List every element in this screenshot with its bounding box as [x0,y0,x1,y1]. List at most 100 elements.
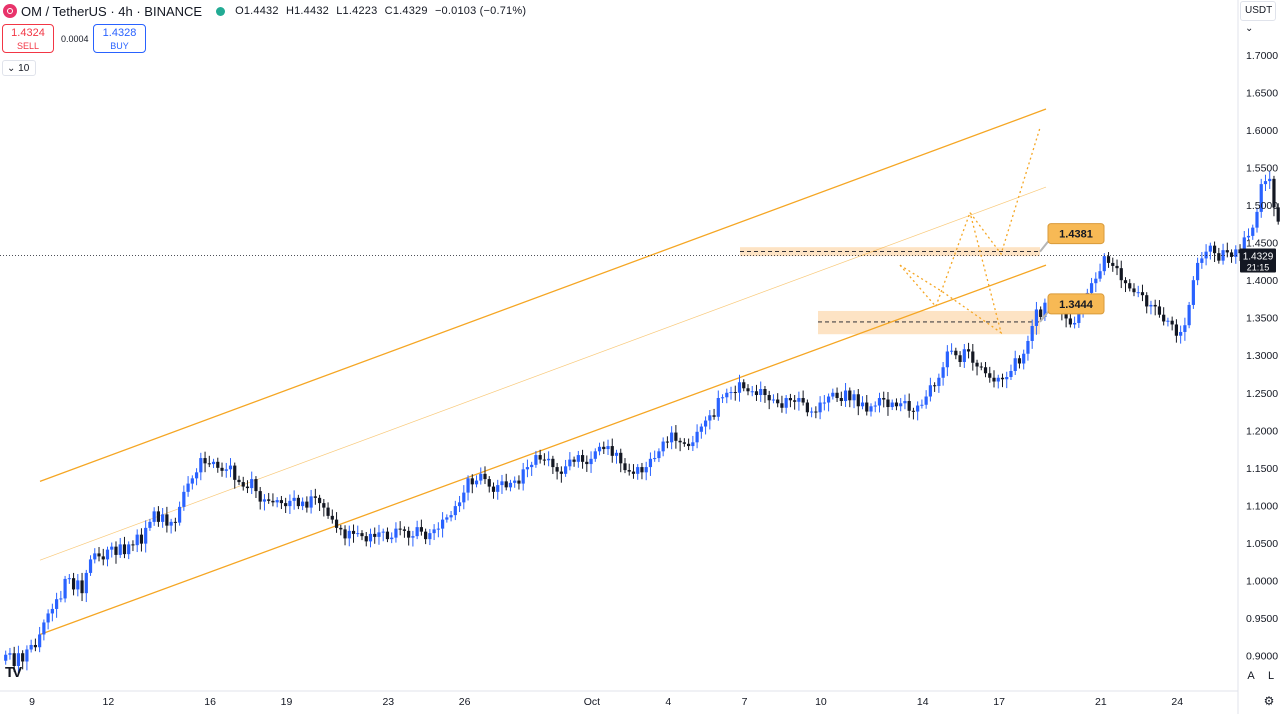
auto-scale-button[interactable]: A [1247,670,1255,682]
buy-button[interactable]: 1.4328 BUY [93,24,146,53]
candle-body [84,572,88,594]
candle-body [139,534,144,544]
candle-body [822,402,826,404]
log-scale-button[interactable]: L [1267,670,1275,682]
x-tick-label: 17 [993,696,1005,708]
candle-body [1064,312,1068,319]
candle-body [614,452,619,456]
lots-selector[interactable]: ⌄ 10 [2,60,36,76]
candle-body [169,521,173,526]
candle-body [1212,245,1217,254]
zone-label-text: 1.3444 [1059,299,1094,311]
candle-body [432,529,436,534]
x-tick-label: 16 [204,696,216,708]
candle-body [653,458,657,460]
candle-body [1068,318,1072,325]
candlestick-series [0,171,1280,673]
candle-body [262,499,267,502]
candle-body [101,556,105,560]
candle-body [1005,377,1009,380]
candle-body [771,399,776,401]
candle-body [975,362,979,367]
candle-body [1234,249,1238,257]
candle-body [284,503,288,507]
candle-body [224,469,228,471]
candle-body [114,546,118,555]
candle-body [1017,358,1022,364]
candle-body [720,397,725,399]
candle-body [504,481,508,488]
candle-body [966,349,971,352]
candle-body [156,511,161,522]
candle-body [1106,256,1111,263]
candle-body [199,458,203,473]
candle-body [25,649,29,662]
candle-body [470,478,474,485]
y-tick-label: 1.4000 [1246,275,1278,287]
candle-body [911,410,916,412]
sell-button[interactable]: 1.4324 SELL [2,24,54,53]
x-tick-label: 14 [917,696,929,708]
candle-body [194,472,199,479]
candle-body [869,406,873,412]
candle-body [674,432,678,441]
candle-body [381,531,385,533]
candle-body [801,398,805,403]
y-tick-label: 1.5000 [1246,200,1278,212]
candle-body [216,461,220,468]
candle-body [1191,280,1195,305]
countdown-label: 21:15 [1247,262,1270,272]
candle-body [627,470,631,472]
candle-body [228,465,233,470]
candle-body [670,432,674,443]
candle-body [941,367,945,378]
lots-value: 10 [18,63,30,74]
candle-body [534,455,538,465]
symbol-header: OM / TetherUS · 4h · BINANCE O1.4432 H1.… [0,0,530,22]
candle-body [682,442,686,444]
currency-label: USDT [1245,5,1273,16]
candle-body [330,515,334,520]
candle-body [398,528,402,530]
candle-body [1208,245,1212,252]
candle-body [487,479,491,487]
candle-body [559,471,563,474]
candle-body [551,458,555,468]
candle-body [173,521,177,523]
candle-body [144,527,148,544]
candle-body [695,431,699,443]
candle-body [657,451,661,459]
candle-body [547,458,551,461]
candle-body [1073,322,1077,325]
y-tick-label: 1.6000 [1246,125,1278,137]
gear-icon[interactable]: ⚙ [1263,694,1275,708]
candle-body [814,411,818,413]
candle-body [1221,250,1225,261]
candle-body [886,399,890,408]
candle-body [899,403,903,407]
candle-body [648,458,653,468]
candle-body [110,546,114,550]
x-tick-label: 23 [382,696,394,708]
tradingview-logo-icon[interactable]: TV [5,664,22,681]
candle-body [1115,265,1119,269]
zone-label-text: 1.4381 [1059,229,1093,241]
candle-body [631,471,636,474]
price-axis: 0.9000 0.9500 1.0000 1.0500 1.1000 1.1500 1.20… [1246,50,1278,662]
currency-selector[interactable]: USDT ⌄ [1240,1,1276,34]
candle-body [776,399,780,404]
candle-body [945,351,949,368]
candle-body [402,529,407,531]
candle-body [979,366,983,368]
candle-body [1179,331,1183,336]
candle-body [292,497,296,501]
zone-label-box [1047,293,1105,315]
candle-body [1128,283,1132,289]
candle-body [178,506,182,523]
candle-body [21,653,25,662]
candle-body [703,420,708,427]
symbol-title[interactable]: OM / TetherUS · 4h · BINANCE [21,3,203,19]
candle-body [699,426,703,432]
y-tick-label: 0.9500 [1246,613,1278,625]
